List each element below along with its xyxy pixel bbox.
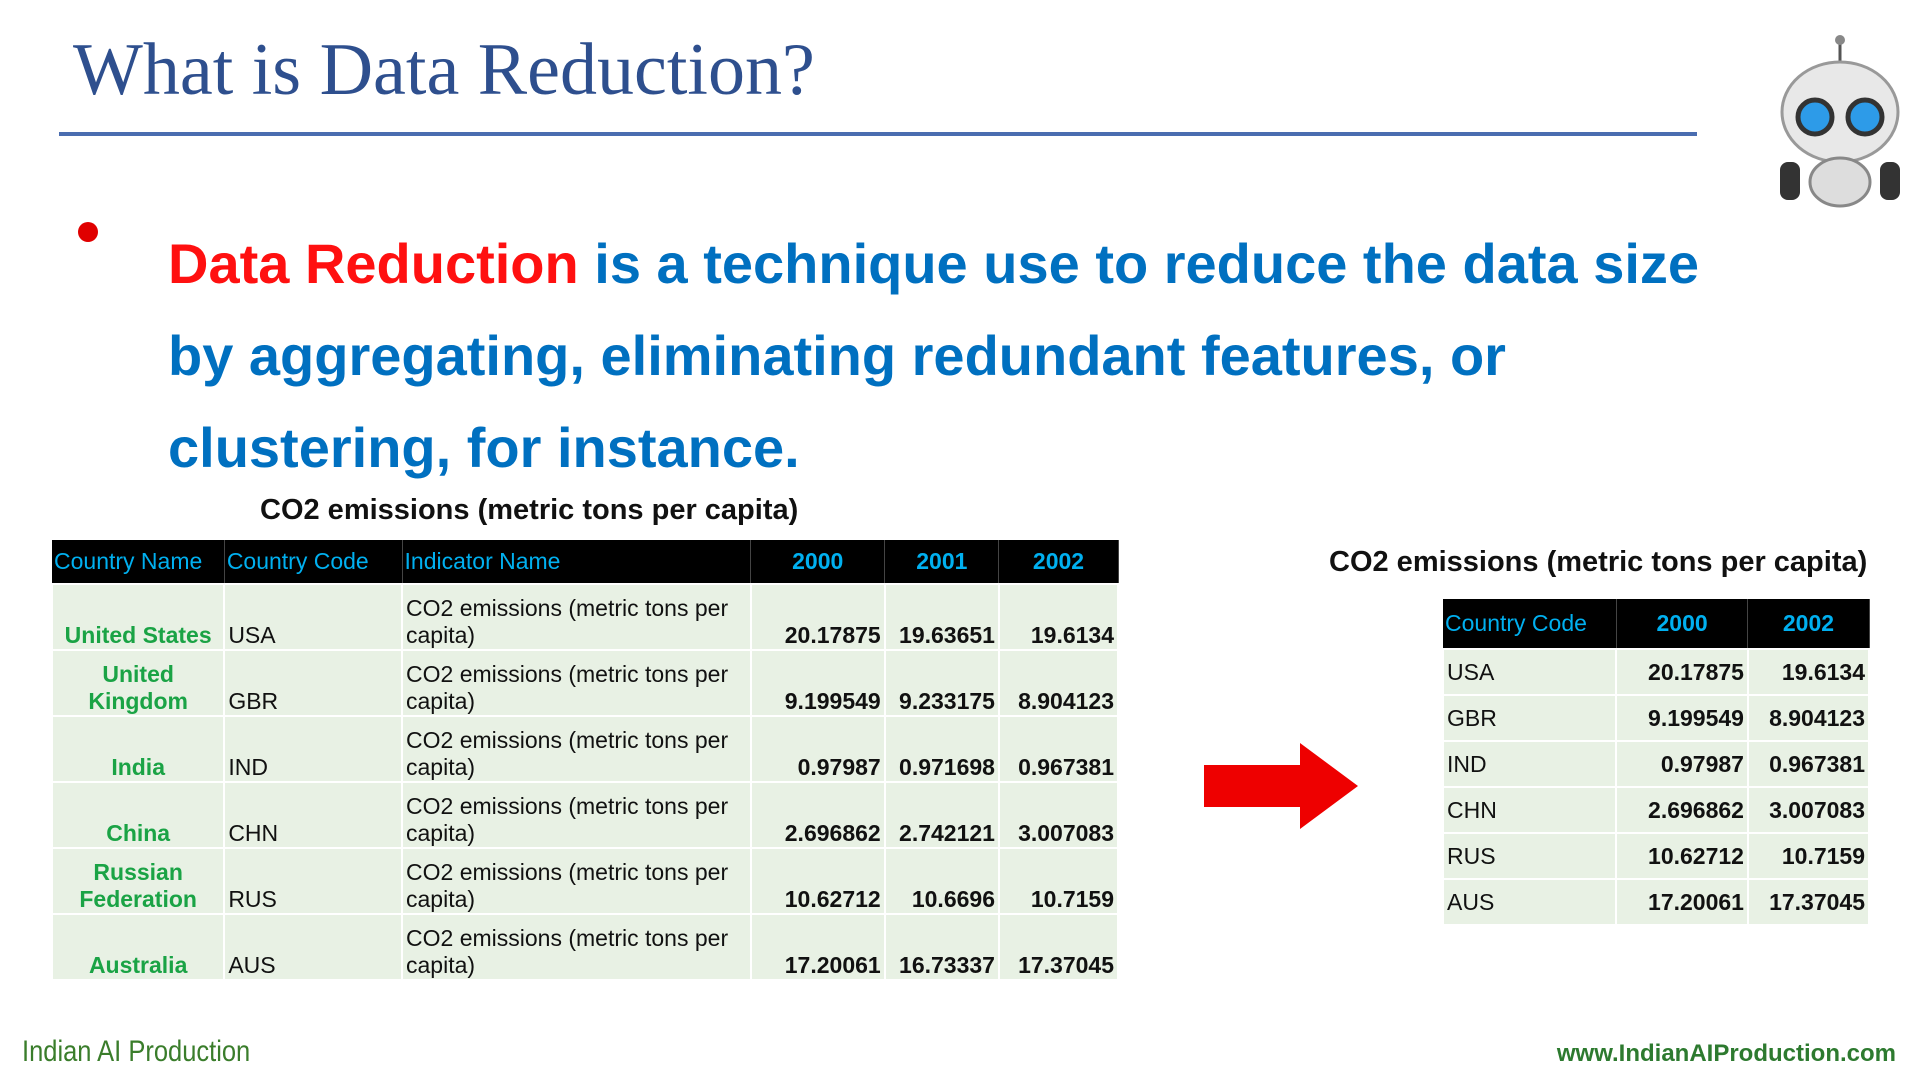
- cell: United Kingdom: [50, 649, 226, 717]
- cell: GBR: [223, 649, 404, 717]
- cell: India: [50, 715, 226, 783]
- cell: 16.73337: [883, 913, 1000, 981]
- cell: IND: [223, 715, 404, 783]
- cell: United States: [50, 583, 226, 651]
- cell: 9.199549: [1615, 694, 1749, 742]
- row: India IND CO2 emissions (metric tons per c…: [50, 715, 1120, 783]
- highlight: Data Reduction: [168, 232, 579, 295]
- cell: 10.62712: [1615, 832, 1749, 880]
- cell: CO2 emissions (metric tons per capita): [401, 913, 752, 981]
- cell: 10.7159: [997, 847, 1120, 915]
- column-header: Country Name: [52, 540, 225, 584]
- cell: 10.7159: [1746, 832, 1871, 880]
- cell: 3.007083: [1746, 786, 1871, 834]
- column-header: 2002: [998, 540, 1119, 584]
- cell: CO2 emissions (metric tons per capita): [401, 781, 752, 849]
- column-header: 2002: [1747, 599, 1870, 649]
- cell: 2.696862: [749, 781, 886, 849]
- cell: RUS: [1441, 832, 1618, 880]
- cell: 3.007083: [997, 781, 1120, 849]
- cell: 8.904123: [997, 649, 1120, 717]
- cell: Australia: [50, 913, 226, 981]
- row: Russian Federation RUS CO2 emissions (metr…: [50, 847, 1120, 915]
- title: What is Data Reduction?: [73, 29, 815, 111]
- cell: 9.233175: [883, 649, 1000, 717]
- cell: 17.37045: [997, 913, 1120, 981]
- arrow: [1204, 743, 1358, 829]
- cell: 20.17875: [1615, 648, 1749, 696]
- cell: CHN: [1441, 786, 1618, 834]
- title-rule: [59, 132, 1697, 136]
- column-header: 2000: [1616, 599, 1749, 649]
- brand: Indian AI Production: [22, 1035, 251, 1068]
- column-header: Country Code: [224, 540, 403, 584]
- column-header: 2001: [884, 540, 1000, 584]
- cell: AUS: [1441, 878, 1618, 926]
- row: GBR 9.199549 8.904123: [1441, 694, 1871, 742]
- reduced-table: Country Code 2000 2002 USA 20.17875 19.6134 GB…: [1441, 599, 1871, 926]
- cell: AUS: [223, 913, 404, 981]
- bullet-text: Data Reduction is a technique use to red…: [168, 218, 1768, 494]
- column-header: Indicator Name: [402, 540, 752, 584]
- cell: 17.20061: [749, 913, 886, 981]
- robot-icon: [1780, 35, 1900, 208]
- cell: CHN: [223, 781, 404, 849]
- column-header: Country Code: [1443, 599, 1617, 649]
- cell: RUS: [223, 847, 404, 915]
- cell: CO2 emissions (metric tons per capita): [401, 847, 752, 915]
- cell: CO2 emissions (metric tons per capita): [401, 715, 752, 783]
- header-row: Country Code 2000 2002: [1443, 599, 1870, 649]
- cell: CO2 emissions (metric tons per capita): [401, 583, 752, 651]
- cell: China: [50, 781, 226, 849]
- cell: 19.63651: [883, 583, 1000, 651]
- row: CHN 2.696862 3.007083: [1441, 786, 1871, 834]
- cell: 2.742121: [883, 781, 1000, 849]
- cell: 17.20061: [1615, 878, 1749, 926]
- source-table: Country Name Country Code Indicator Name 20…: [50, 540, 1120, 981]
- row: Australia AUS CO2 emissions (metric tons p…: [50, 913, 1120, 981]
- bullet-dot: [78, 222, 98, 242]
- cell: 19.6134: [997, 583, 1120, 651]
- cell: 0.97987: [1615, 740, 1749, 788]
- cell: 2.696862: [1615, 786, 1749, 834]
- cell: Russian Federation: [50, 847, 226, 915]
- cell: 0.967381: [1746, 740, 1871, 788]
- row: AUS 17.20061 17.37045: [1441, 878, 1871, 926]
- cell: USA: [223, 583, 404, 651]
- cell: 0.971698: [883, 715, 1000, 783]
- cell: GBR: [1441, 694, 1618, 742]
- url: www.IndianAIProduction.com: [1556, 1040, 1896, 1067]
- cell: 20.17875: [749, 583, 886, 651]
- cell: 10.6696: [883, 847, 1000, 915]
- table-caption: CO2 emissions (metric tons per capita): [260, 494, 799, 526]
- column-header: 2000: [750, 540, 886, 584]
- row: United States USA CO2 emissions (metric to…: [50, 583, 1120, 651]
- row: United Kingdom GBR CO2 emissions (metric t…: [50, 649, 1120, 717]
- header-row: Country Name Country Code Indicator Name 20…: [52, 540, 1119, 584]
- cell: 9.199549: [749, 649, 886, 717]
- row: USA 20.17875 19.6134: [1441, 648, 1871, 696]
- cell: 19.6134: [1746, 648, 1871, 696]
- cell: CO2 emissions (metric tons per capita): [401, 649, 752, 717]
- row: China CHN CO2 emissions (metric tons per c…: [50, 781, 1120, 849]
- cell: 10.62712: [749, 847, 886, 915]
- row: IND 0.97987 0.967381: [1441, 740, 1871, 788]
- cell: 8.904123: [1746, 694, 1871, 742]
- table-caption: CO2 emissions (metric tons per capita): [1329, 546, 1868, 578]
- cell: 0.97987: [749, 715, 886, 783]
- cell: 0.967381: [997, 715, 1120, 783]
- bullet-body: is a technique use to reduce the data si…: [168, 232, 1700, 479]
- cell: IND: [1441, 740, 1618, 788]
- row: RUS 10.62712 10.7159: [1441, 832, 1871, 880]
- cell: 17.37045: [1746, 878, 1871, 926]
- cell: USA: [1441, 648, 1618, 696]
